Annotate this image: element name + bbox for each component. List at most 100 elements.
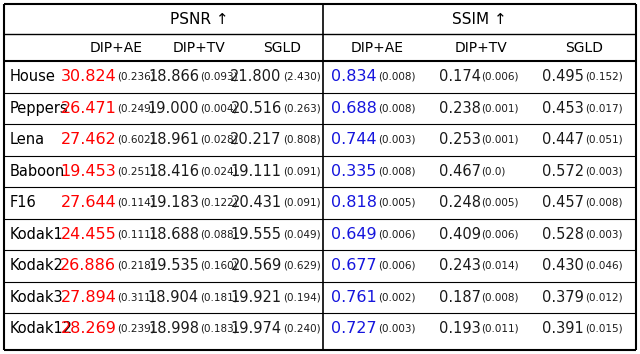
Text: 0.495: 0.495 xyxy=(542,69,584,84)
Text: 0.457: 0.457 xyxy=(542,195,584,210)
Text: (0.0): (0.0) xyxy=(481,166,506,176)
Text: (0.181): (0.181) xyxy=(200,292,237,302)
Text: (0.015): (0.015) xyxy=(585,324,623,334)
Text: (0.239): (0.239) xyxy=(117,324,155,334)
Text: 0.335: 0.335 xyxy=(332,164,377,179)
Text: (0.152): (0.152) xyxy=(585,72,623,82)
Text: (0.602): (0.602) xyxy=(117,135,155,145)
Text: 19.111: 19.111 xyxy=(230,164,282,179)
Text: (0.008): (0.008) xyxy=(378,166,415,176)
Text: (0.006): (0.006) xyxy=(481,229,519,239)
Text: (0.218): (0.218) xyxy=(117,261,155,271)
Text: 0.688: 0.688 xyxy=(331,101,377,116)
Text: (0.008): (0.008) xyxy=(481,292,519,302)
Text: 20.569: 20.569 xyxy=(230,258,282,273)
Text: 26.886: 26.886 xyxy=(60,258,116,273)
Text: (0.122): (0.122) xyxy=(200,198,237,208)
Text: (0.001): (0.001) xyxy=(481,135,519,145)
Text: Kodak12: Kodak12 xyxy=(10,321,73,336)
Text: DIP+TV: DIP+TV xyxy=(173,40,225,55)
Text: (0.024): (0.024) xyxy=(200,166,237,176)
Text: House: House xyxy=(10,69,56,84)
Text: 30.824: 30.824 xyxy=(61,69,116,84)
Text: (0.014): (0.014) xyxy=(481,261,519,271)
Text: 0.193: 0.193 xyxy=(439,321,481,336)
Text: 0.834: 0.834 xyxy=(332,69,377,84)
Text: 0.467: 0.467 xyxy=(438,164,481,179)
Text: 27.462: 27.462 xyxy=(61,132,116,147)
Text: 18.416: 18.416 xyxy=(148,164,199,179)
Text: (0.088): (0.088) xyxy=(200,229,237,239)
Text: SGLD: SGLD xyxy=(262,40,301,55)
Text: 18.866: 18.866 xyxy=(148,69,199,84)
Text: 21.800: 21.800 xyxy=(230,69,282,84)
Text: 0.528: 0.528 xyxy=(542,227,584,242)
Text: 0.744: 0.744 xyxy=(332,132,377,147)
Text: 0.430: 0.430 xyxy=(542,258,584,273)
Text: DIP+AE: DIP+AE xyxy=(350,40,403,55)
Text: (0.003): (0.003) xyxy=(585,166,623,176)
Text: Baboon: Baboon xyxy=(10,164,65,179)
Text: (0.251): (0.251) xyxy=(117,166,155,176)
Text: 18.904: 18.904 xyxy=(148,290,199,305)
Text: (0.051): (0.051) xyxy=(585,135,623,145)
Text: SSIM ↑: SSIM ↑ xyxy=(452,11,507,27)
Text: (0.236): (0.236) xyxy=(117,72,155,82)
Text: Kodak1: Kodak1 xyxy=(10,227,64,242)
Text: (0.249): (0.249) xyxy=(117,103,155,113)
Text: 0.453: 0.453 xyxy=(543,101,584,116)
Text: 0.649: 0.649 xyxy=(332,227,377,242)
Text: (0.194): (0.194) xyxy=(283,292,321,302)
Text: (0.005): (0.005) xyxy=(481,198,519,208)
Text: (0.003): (0.003) xyxy=(378,324,415,334)
Text: (0.093): (0.093) xyxy=(200,72,237,82)
Text: (0.046): (0.046) xyxy=(585,261,623,271)
Text: 0.727: 0.727 xyxy=(332,321,377,336)
Text: 0.248: 0.248 xyxy=(438,195,481,210)
Text: 0.243: 0.243 xyxy=(438,258,481,273)
Text: 0.572: 0.572 xyxy=(542,164,584,179)
Text: PSNR ↑: PSNR ↑ xyxy=(170,11,228,27)
Text: 0.391: 0.391 xyxy=(543,321,584,336)
Text: 19.974: 19.974 xyxy=(230,321,282,336)
Text: 0.761: 0.761 xyxy=(331,290,377,305)
Text: (0.006): (0.006) xyxy=(378,229,415,239)
Text: (0.008): (0.008) xyxy=(378,103,415,113)
Text: Kodak2: Kodak2 xyxy=(10,258,64,273)
Text: (0.263): (0.263) xyxy=(283,103,321,113)
Text: 27.894: 27.894 xyxy=(60,290,116,305)
Text: DIP+TV: DIP+TV xyxy=(454,40,507,55)
Text: 19.183: 19.183 xyxy=(148,195,199,210)
Text: 20.516: 20.516 xyxy=(230,101,282,116)
Text: 0.174: 0.174 xyxy=(438,69,481,84)
Text: (0.091): (0.091) xyxy=(283,198,320,208)
Text: 19.000: 19.000 xyxy=(148,101,199,116)
Text: 18.961: 18.961 xyxy=(148,132,199,147)
Text: 0.253: 0.253 xyxy=(438,132,481,147)
Text: 26.471: 26.471 xyxy=(60,101,116,116)
Text: (0.017): (0.017) xyxy=(585,103,623,113)
Text: (0.183): (0.183) xyxy=(200,324,237,334)
Text: 18.688: 18.688 xyxy=(148,227,199,242)
Text: (0.011): (0.011) xyxy=(481,324,519,334)
Text: (0.114): (0.114) xyxy=(117,198,155,208)
Text: (0.006): (0.006) xyxy=(481,72,519,82)
Text: Kodak3: Kodak3 xyxy=(10,290,63,305)
Text: 20.217: 20.217 xyxy=(230,132,282,147)
Text: (0.012): (0.012) xyxy=(585,292,623,302)
Text: (0.005): (0.005) xyxy=(378,198,415,208)
Text: SGLD: SGLD xyxy=(565,40,603,55)
Text: 27.644: 27.644 xyxy=(61,195,116,210)
Text: 0.447: 0.447 xyxy=(542,132,584,147)
Text: 20.431: 20.431 xyxy=(230,195,282,210)
Text: (0.008): (0.008) xyxy=(585,198,623,208)
Text: (0.808): (0.808) xyxy=(283,135,320,145)
Text: 28.269: 28.269 xyxy=(60,321,116,336)
Text: 19.921: 19.921 xyxy=(230,290,282,305)
Text: (0.001): (0.001) xyxy=(481,103,519,113)
Text: 19.535: 19.535 xyxy=(148,258,199,273)
Text: 0.238: 0.238 xyxy=(438,101,481,116)
Text: Lena: Lena xyxy=(10,132,45,147)
Text: (0.004): (0.004) xyxy=(200,103,237,113)
Text: 19.453: 19.453 xyxy=(61,164,116,179)
